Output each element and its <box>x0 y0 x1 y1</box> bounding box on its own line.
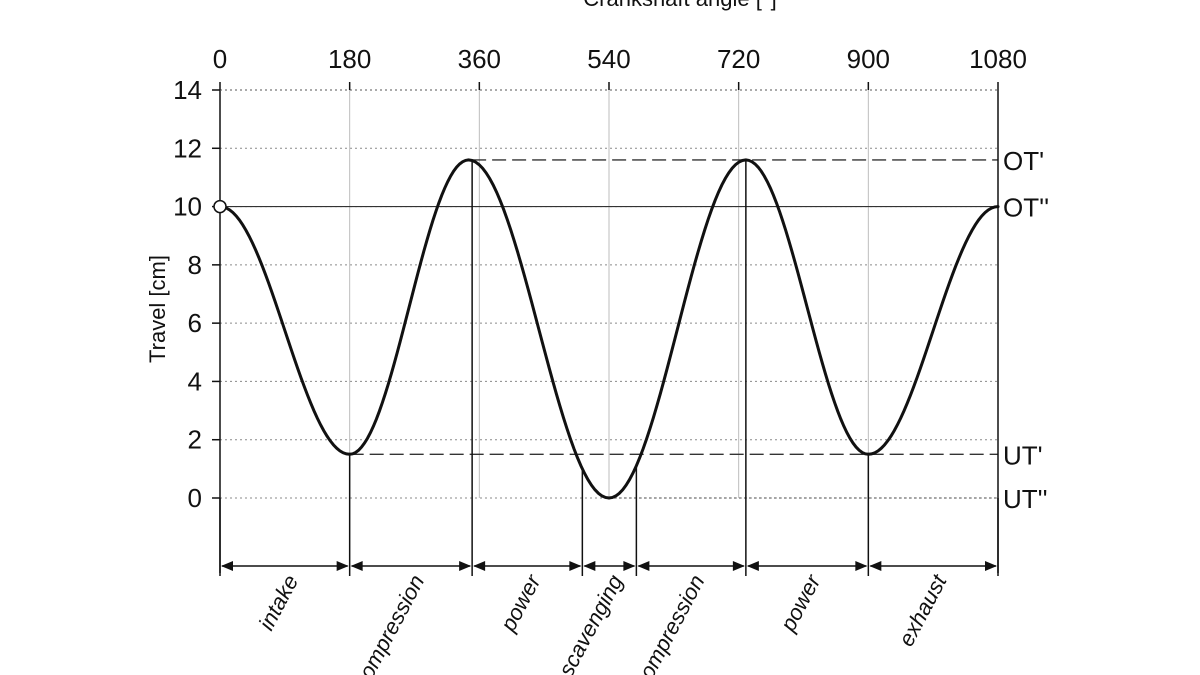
phase-label: compression <box>629 571 710 675</box>
reference-line-label: OT'' <box>1003 193 1049 223</box>
phase-label: scavenging <box>553 570 628 675</box>
y-tick-label: 6 <box>188 308 202 338</box>
start-marker <box>213 199 227 214</box>
phase-arrowhead <box>459 561 472 571</box>
x-tick-label: 0 <box>213 44 227 74</box>
data-point <box>467 158 471 162</box>
axes: 0 180 360 540 720 900 1080 14 12 10 8 6 4 2 0 <box>173 44 1027 573</box>
x-tick-label: 720 <box>717 44 760 74</box>
x-tick-label: 540 <box>587 44 630 74</box>
y-tick-label: 14 <box>173 75 202 105</box>
phase-arrowhead <box>473 561 486 571</box>
y-tick-label: 12 <box>173 133 202 163</box>
phase-arrowhead <box>732 561 745 571</box>
phase-label: power <box>775 569 826 636</box>
y-tick-label: 0 <box>188 483 202 513</box>
phase-arrowhead <box>623 561 636 571</box>
phase-label: intake <box>254 571 304 635</box>
data-point <box>996 205 1000 209</box>
x-tick-label: 360 <box>458 44 501 74</box>
phase-arrowhead <box>746 561 759 571</box>
phase-label: exhaust <box>893 570 952 651</box>
phase-arrowhead <box>569 561 582 571</box>
phase-arrowhead <box>637 561 650 571</box>
phase-arrowhead <box>985 561 997 571</box>
grid <box>220 89 998 499</box>
phase-label: compression <box>349 571 430 675</box>
phase-label: power <box>495 569 546 636</box>
reference-line-label: UT'' <box>1003 484 1048 514</box>
phase-arrowhead <box>855 561 868 571</box>
x-tick-label: 1080 <box>969 44 1027 74</box>
y-tick-label: 8 <box>188 250 202 280</box>
x-tick-label: 180 <box>328 44 371 74</box>
phase-arrowhead <box>221 561 233 571</box>
reference-line-label: OT' <box>1003 146 1044 176</box>
data-point <box>607 496 611 500</box>
reference-lines: OT' OT'' UT' UT'' <box>220 146 1049 514</box>
x-tick-label: 900 <box>847 44 890 74</box>
series <box>213 158 1000 500</box>
chart-title: Crankshaft angle [°] <box>583 0 776 11</box>
y-axis-label: Travel [cm] <box>145 255 170 363</box>
phase-arrowhead <box>336 561 349 571</box>
reference-line-label: UT' <box>1003 440 1043 470</box>
y-tick-label: 4 <box>188 366 202 396</box>
phase-arrowhead <box>583 561 596 571</box>
phase-arrowhead <box>869 561 882 571</box>
phase-arrowhead <box>350 561 363 571</box>
y-tick-label: 10 <box>173 192 202 222</box>
y-tick-label: 2 <box>188 425 202 455</box>
